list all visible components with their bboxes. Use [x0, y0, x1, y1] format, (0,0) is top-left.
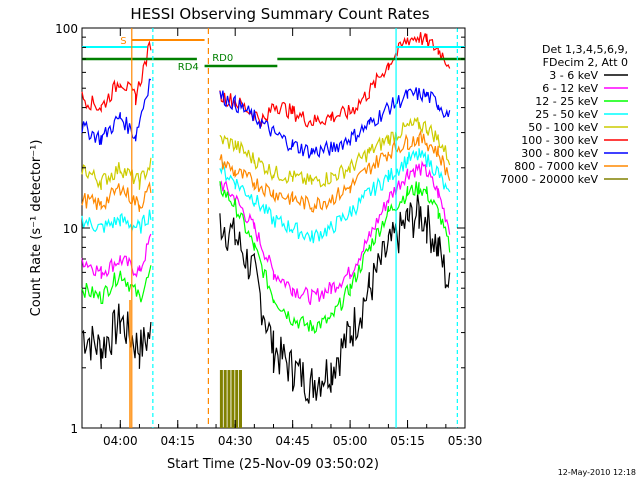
series-7000-20000kev-bar [227, 370, 231, 428]
x-tick-label: 05:15 [390, 434, 425, 448]
chart-title: HESSI Observing Summary Count Rates [130, 5, 429, 23]
y-tick-label: 1 [70, 422, 78, 436]
series-line-4 [81, 117, 451, 191]
legend-header-1: Det 1,3,4,5,6,9, [542, 43, 628, 56]
y-axis-label: Count Rate (s⁻¹ detector⁻¹) [29, 140, 44, 317]
y-tick-label: 100 [55, 22, 78, 36]
series-line-5 [81, 32, 451, 128]
legend-label: 50 - 100 keV [528, 121, 598, 134]
series-7000-20000kev-bar [231, 370, 235, 428]
series-7000-20000kev-bar [239, 370, 242, 428]
legend-label: 800 - 7000 keV [514, 160, 598, 173]
annotation-rd0: RD0 [212, 53, 233, 64]
x-tick-label: 04:00 [103, 434, 138, 448]
series-line-7 [81, 129, 451, 213]
series-7000-20000kev [219, 370, 242, 428]
plot-area: S RD0 RD4 04:00 04:15 04:30 04:45 05:00 05:15 05… [55, 22, 482, 448]
x-axis-label: Start Time (25-Nov-09 03:50:02) [167, 457, 379, 472]
series-line-2 [81, 181, 451, 335]
legend-label: 100 - 300 keV [521, 134, 598, 147]
footer-timestamp: 12-May-2010 12:18 [558, 468, 636, 477]
x-tick-label: 04:45 [275, 434, 310, 448]
x-tick-label: 05:00 [333, 434, 368, 448]
series-line-0 [81, 194, 451, 404]
series-line-1 [81, 160, 451, 306]
legend: Det 1,3,4,5,6,9, FDecim 2, Att 0 3 - 6 k… [500, 43, 628, 186]
legend-label: 12 - 25 keV [535, 95, 598, 108]
series-7000-20000kev-bar [223, 370, 227, 428]
legend-label: 300 - 800 keV [521, 147, 598, 160]
legend-label: 25 - 50 keV [535, 108, 598, 121]
series-7000-20000kev-bar [235, 370, 239, 428]
legend-label: 7000 - 20000 keV [500, 173, 598, 186]
x-tick-label: 05:30 [448, 434, 483, 448]
series-line-6 [81, 78, 451, 159]
legend-header-2: FDecim 2, Att 0 [543, 56, 628, 69]
series-7000-20000kev-bar [219, 370, 223, 428]
annotation-s: S [120, 36, 126, 47]
series-line-3 [81, 148, 451, 244]
legend-label: 3 - 6 keV [549, 69, 598, 82]
x-tick-label: 04:30 [218, 434, 253, 448]
series-layer [81, 32, 451, 428]
y-tick-label: 10 [63, 222, 78, 236]
legend-label: 6 - 12 keV [542, 82, 598, 95]
tick-layer: 04:00 04:15 04:30 04:45 05:00 05:15 05:30 1 10 10… [55, 22, 482, 448]
x-tick-label: 04:15 [160, 434, 195, 448]
annotation-rd4: RD4 [178, 62, 199, 73]
